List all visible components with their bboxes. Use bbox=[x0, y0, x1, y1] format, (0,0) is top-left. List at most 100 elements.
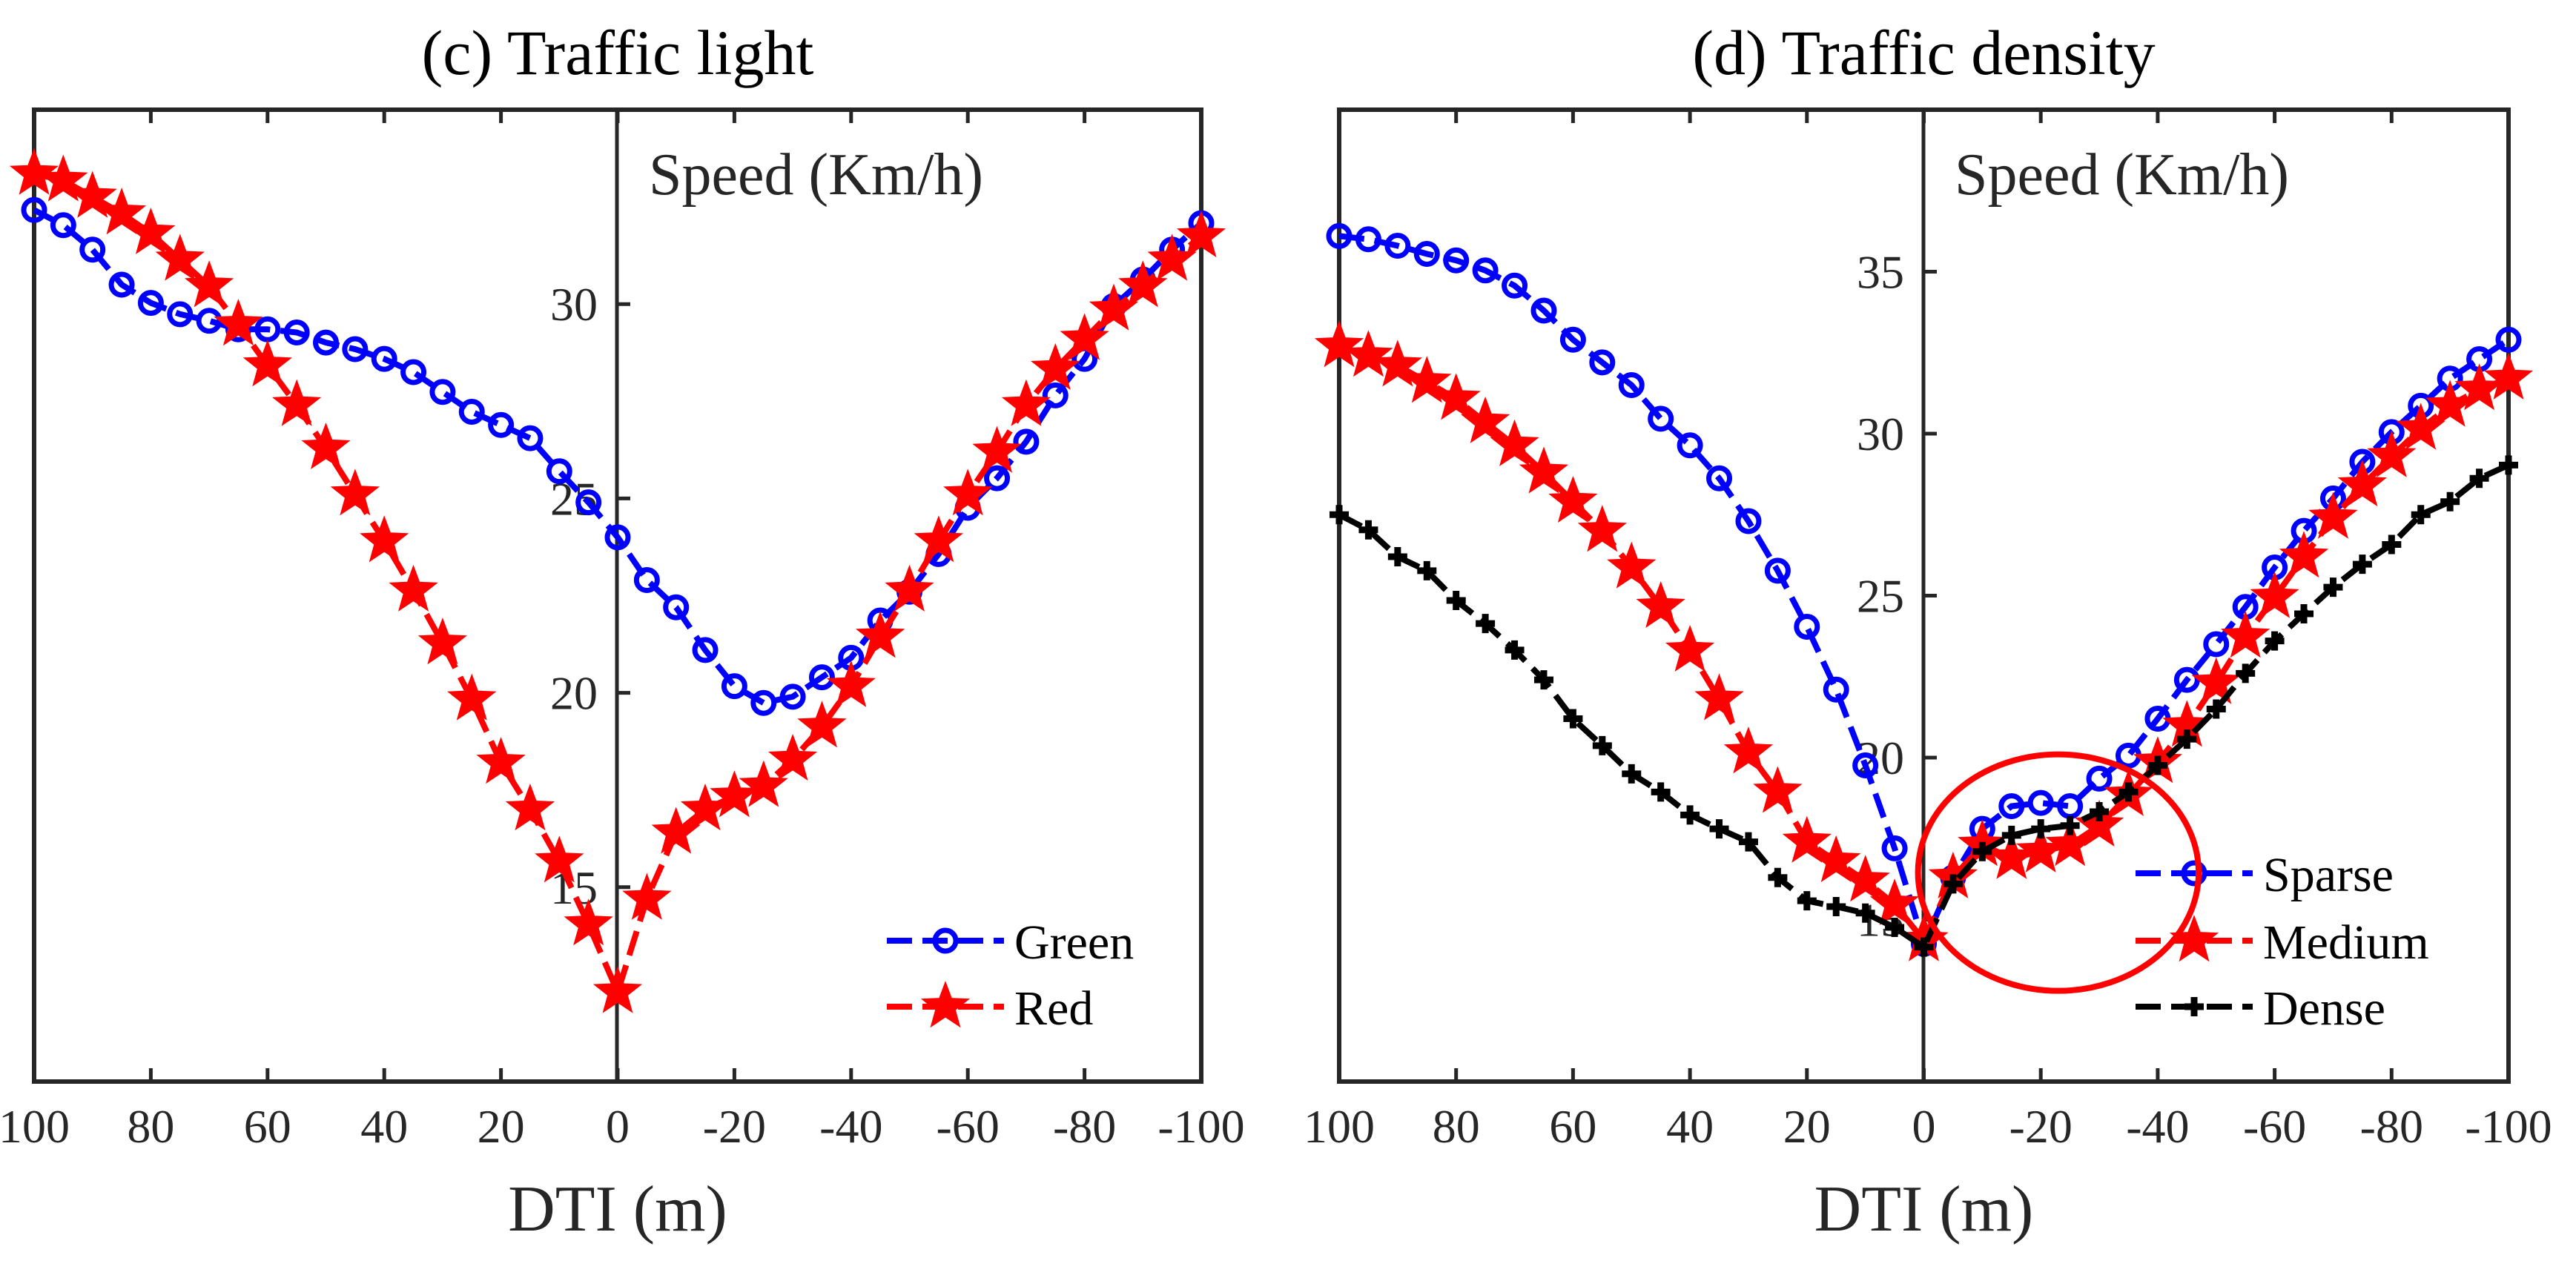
data-point bbox=[972, 426, 1022, 473]
data-point bbox=[1502, 272, 1528, 299]
data-point bbox=[517, 425, 544, 451]
data-point bbox=[2294, 603, 2314, 623]
data-point bbox=[808, 664, 835, 691]
chart-title: (c) Traffic light bbox=[422, 17, 814, 88]
data-point bbox=[1147, 234, 1197, 281]
data-point bbox=[126, 207, 176, 254]
data-point bbox=[1387, 547, 1407, 567]
data-point bbox=[2220, 611, 2270, 658]
data-point bbox=[2440, 491, 2460, 511]
data-point bbox=[1358, 520, 1378, 540]
data-point bbox=[1794, 613, 1820, 640]
data-point bbox=[1738, 832, 1758, 852]
data-point bbox=[1914, 937, 1934, 957]
series-medium bbox=[1314, 320, 2534, 961]
data-point bbox=[2483, 352, 2534, 400]
data-point bbox=[488, 411, 515, 438]
data-point bbox=[2250, 571, 2299, 618]
panel-traffic-density: 100 80 60 40 20 0 -20 -40 -60 -80 -1001520253035(d… bbox=[1304, 17, 2552, 1245]
data-point bbox=[1589, 349, 1616, 376]
x-tick-label: -40 bbox=[819, 1100, 882, 1153]
x-tick-label: 80 bbox=[127, 1100, 174, 1153]
data-point bbox=[1881, 835, 1908, 861]
data-point bbox=[1417, 560, 1437, 580]
data-point bbox=[2001, 825, 2021, 845]
data-point bbox=[1443, 247, 1470, 274]
legend-marker bbox=[2181, 860, 2207, 887]
data-point bbox=[1577, 505, 1628, 552]
legend-label: Green bbox=[1014, 916, 1134, 970]
data-point bbox=[2411, 505, 2431, 525]
data-point bbox=[167, 301, 194, 328]
legend-label: Medium bbox=[2263, 916, 2429, 970]
data-point bbox=[1472, 257, 1499, 284]
data-point bbox=[2031, 819, 2051, 839]
data-point bbox=[79, 236, 106, 263]
data-point bbox=[313, 329, 339, 356]
data-point bbox=[1607, 541, 1657, 589]
data-point bbox=[2337, 460, 2387, 507]
data-point bbox=[1559, 326, 1586, 353]
legend-label: Sparse bbox=[2263, 848, 2394, 902]
data-point bbox=[330, 469, 380, 516]
x-tick-label: 20 bbox=[478, 1100, 525, 1153]
data-point bbox=[1461, 396, 1510, 443]
data-point bbox=[1840, 855, 1890, 902]
data-point bbox=[1042, 382, 1069, 408]
data-point bbox=[214, 299, 263, 346]
data-point bbox=[1446, 591, 1466, 611]
data-point bbox=[2206, 699, 2226, 719]
data-point bbox=[1001, 379, 1051, 426]
data-point bbox=[2454, 363, 2504, 411]
data-point bbox=[1753, 766, 1803, 813]
data-point bbox=[342, 336, 369, 362]
data-point bbox=[2086, 765, 2113, 792]
x-tick-label: -20 bbox=[2009, 1100, 2073, 1153]
data-point bbox=[2323, 577, 2343, 597]
data-point bbox=[1548, 475, 1598, 523]
data-point bbox=[2177, 729, 2197, 749]
data-point bbox=[1618, 371, 1645, 398]
data-point bbox=[1176, 211, 1226, 258]
data-point bbox=[1694, 673, 1744, 721]
data-point bbox=[1797, 891, 1817, 911]
data-point bbox=[1330, 505, 1349, 525]
data-point bbox=[50, 212, 76, 239]
data-point bbox=[1490, 419, 1539, 466]
data-point bbox=[360, 515, 409, 563]
x-tick-label: -60 bbox=[2243, 1100, 2306, 1153]
data-point bbox=[1680, 805, 1700, 825]
series-line bbox=[1338, 343, 2510, 946]
data-point bbox=[750, 689, 777, 716]
data-point bbox=[1709, 819, 1729, 839]
data-point bbox=[1677, 432, 1703, 459]
data-point bbox=[39, 154, 88, 202]
y-tick-label: 25 bbox=[1857, 570, 1904, 623]
x-tick-label: 60 bbox=[1549, 1100, 1596, 1153]
x-tick-label: 60 bbox=[244, 1100, 291, 1153]
x-tick-label: 20 bbox=[1783, 1100, 1831, 1153]
data-point bbox=[1476, 614, 1496, 634]
data-point bbox=[2027, 789, 2054, 816]
data-point bbox=[855, 611, 905, 658]
data-point bbox=[283, 319, 310, 345]
data-point bbox=[885, 564, 934, 612]
highlight-ellipse bbox=[1915, 751, 2202, 994]
y-axis-label: Speed (Km/h) bbox=[1955, 142, 2289, 208]
data-point bbox=[2191, 657, 2241, 704]
data-point bbox=[1519, 446, 1569, 494]
data-point bbox=[2469, 469, 2489, 489]
x-tick-label: -100 bbox=[2465, 1100, 2552, 1153]
data-point bbox=[1402, 356, 1452, 403]
y-tick-label: 20 bbox=[550, 667, 598, 720]
data-point bbox=[1530, 297, 1557, 324]
data-point bbox=[301, 422, 351, 469]
y-tick-label: 30 bbox=[1857, 408, 1904, 460]
legend-label: Dense bbox=[2263, 981, 2385, 1036]
x-tick-label: -40 bbox=[2126, 1100, 2189, 1153]
data-point bbox=[1782, 815, 1832, 863]
x-tick-label: 40 bbox=[1666, 1100, 1714, 1153]
data-point bbox=[429, 379, 456, 405]
data-point bbox=[575, 489, 602, 516]
data-point bbox=[458, 398, 485, 425]
